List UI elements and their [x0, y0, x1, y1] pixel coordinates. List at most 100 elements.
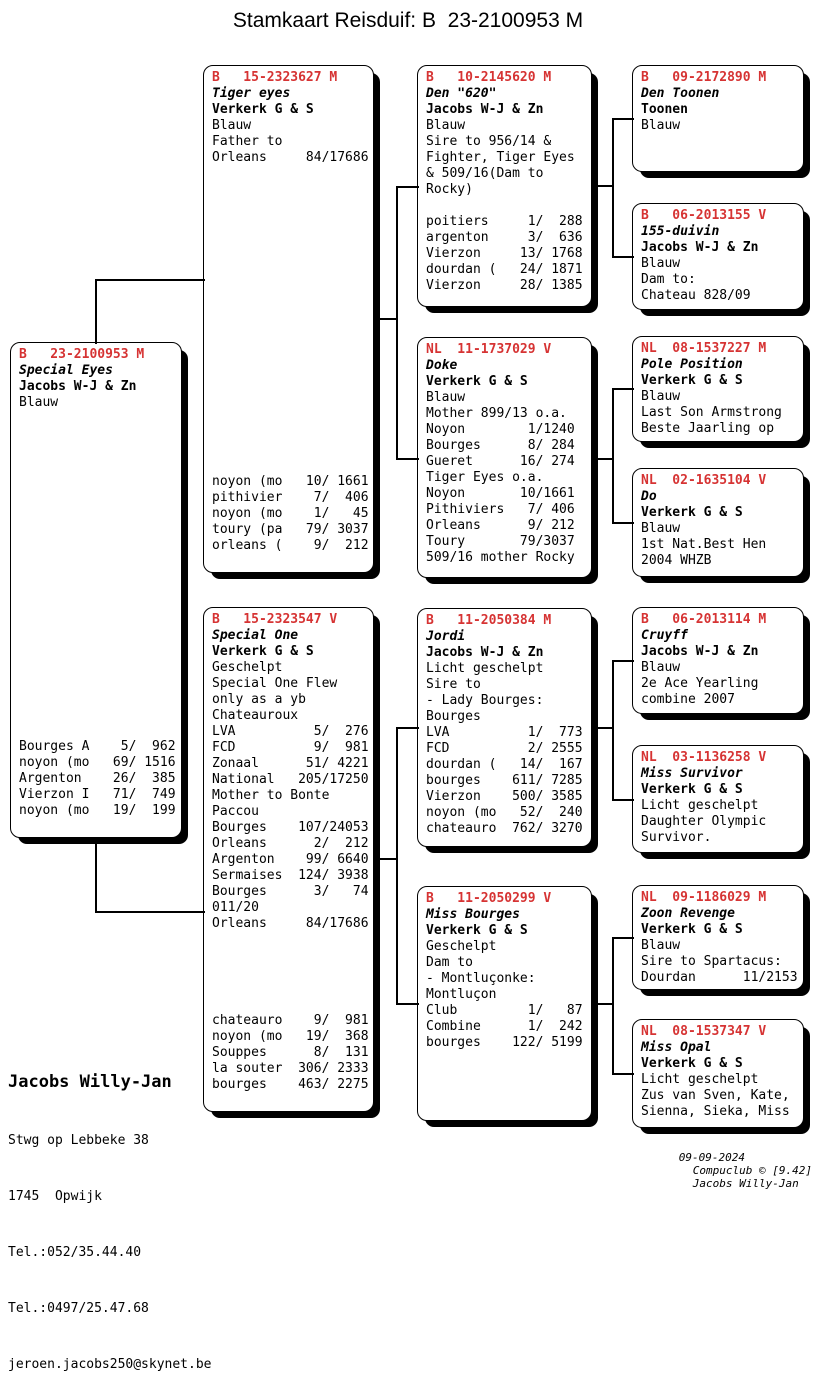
- connector-line: [95, 911, 205, 913]
- result-line: chateauro 9/ 981: [212, 1013, 369, 1028]
- info-line: Orleans 84/17686: [212, 916, 369, 931]
- ring-header: B 23-2100953 M: [19, 347, 145, 362]
- pedigree-box-grandparent-3: B 11-2050384 M Jordi Jacobs W-J & Zn Licht …: [417, 608, 592, 847]
- connector-line: [592, 185, 614, 187]
- info-line: National 205/17250: [212, 772, 369, 787]
- loft-name: Verkerk G & S: [641, 922, 743, 937]
- info-line: Daughter Olympic: [641, 814, 767, 829]
- pedigree-box-subject: B 23-2100953 M Special Eyes Jacobs W-J & Z…: [10, 342, 182, 838]
- info-line: Orleans 2/ 212: [212, 836, 369, 851]
- connector-line: [612, 388, 634, 390]
- info-line: combine 2007: [641, 692, 735, 707]
- loft-name: Verkerk G & S: [426, 923, 528, 938]
- info-line: Gueret 16/ 274: [426, 454, 575, 469]
- connector-line: [396, 186, 419, 188]
- info-line: bourges 611/ 7285: [426, 773, 583, 788]
- info-line: Bourges 3/ 74: [212, 884, 369, 899]
- ring-header: B 11-2050384 M: [426, 613, 552, 628]
- loft-name: Verkerk G & S: [212, 102, 314, 117]
- bird-name: Pole Position: [641, 357, 743, 372]
- results-block: Bourges A 5/ 962 noyon (mo 69/ 1516 Argent…: [19, 739, 177, 819]
- info-line: poitiers 1/ 288: [426, 214, 583, 229]
- result-line: Bourges A 5/ 962: [19, 739, 176, 754]
- info-line: - Lady Bourges:: [426, 693, 544, 708]
- connector-line: [612, 799, 634, 801]
- pedigree-box-grandparent-1: B 10-2145620 M Den "620" Jacobs W-J & Zn Bl…: [417, 65, 592, 307]
- footer-owner: Jacobs Willy-Jan: [692, 1177, 799, 1190]
- info-line: & 509/16(Dam to: [426, 166, 544, 181]
- info-line: noyon (mo 52/ 240: [426, 805, 583, 820]
- result-line: pithivier 7/ 406: [212, 490, 369, 505]
- info-line: Licht geschelpt: [641, 798, 759, 813]
- result-line: noyon (mo 1/ 45: [212, 506, 369, 521]
- pedigree-box-mother: B 15-2323547 V Special One Verkerk G & S Ge…: [203, 607, 374, 1112]
- info-line: 2004 WHZB: [641, 553, 712, 568]
- info-line: Zus van Sven, Kate,: [641, 1088, 790, 1103]
- info-line: Tiger Eyes o.a.: [426, 470, 544, 485]
- owner-name: Jacobs Willy-Jan: [8, 1072, 172, 1092]
- info-line: Father to: [212, 134, 283, 149]
- connector-line: [612, 256, 634, 258]
- info-line: Montluçon: [426, 987, 497, 1002]
- info-line: Vierzon 500/ 3585: [426, 789, 583, 804]
- connector-line: [396, 458, 419, 460]
- info-line: Sienna, Sieka, Miss: [641, 1104, 790, 1119]
- connector-line: [612, 937, 634, 939]
- info-line: Pithiviers 7/ 406: [426, 502, 575, 517]
- pedigree-box-greatgrandparent-2: B 06-2013155 V 155-duivin Jacobs W-J & Zn B…: [632, 203, 804, 310]
- pedigree-box-greatgrandparent-3: NL 08-1537227 M Pole Position Verkerk G & …: [632, 336, 804, 442]
- page-title: Stamkaart Reisduif: B 23-2100953 M: [232, 9, 584, 32]
- info-line: Noyon 10/1661: [426, 486, 575, 501]
- spacer: [19, 411, 177, 739]
- info-line: 1st Nat.Best Hen: [641, 537, 767, 552]
- info-line: Blauw: [641, 256, 681, 271]
- owner-phone: Tel.:0497/25.47.68: [8, 1301, 149, 1316]
- result-line: la souter 306/ 2333: [212, 1061, 369, 1076]
- info-line: Geschelpt: [212, 660, 283, 675]
- bird-name: Doke: [426, 358, 458, 373]
- info-line: Argenton 99/ 6640: [212, 852, 369, 867]
- pedigree-box-greatgrandparent-6: NL 03-1136258 V Miss Survivor Verkerk G & …: [632, 745, 804, 853]
- spacer: [212, 166, 369, 474]
- info-line: Special One Flew: [212, 676, 338, 691]
- pedigree-box-greatgrandparent-8: NL 08-1537347 V Miss Opal Verkerk G & S Lic…: [632, 1019, 804, 1128]
- info-line: Bourges: [426, 709, 481, 724]
- loft-name: Jacobs W-J & Zn: [641, 240, 759, 255]
- bird-name: Cruyff: [641, 628, 688, 643]
- info-line: dourdan ( 24/ 1871: [426, 262, 583, 277]
- info-line: Geschelpt: [426, 939, 497, 954]
- loft-name: Verkerk G & S: [641, 505, 743, 520]
- info-line: LVA 1/ 773: [426, 725, 583, 740]
- connector-line: [592, 1003, 614, 1005]
- loft-name: Jacobs W-J & Zn: [641, 644, 759, 659]
- bird-name: Zoon Revenge: [641, 906, 735, 921]
- owner-address-line: Stwg op Lebbeke 38: [8, 1133, 149, 1148]
- connector-line: [95, 279, 205, 281]
- info-line: Mother to Bonte: [212, 788, 330, 803]
- owner-phone: Tel.:052/35.44.40: [8, 1245, 142, 1260]
- footer-program: Compuclub © [9.42]: [692, 1164, 812, 1177]
- info-line: Noyon 1/1240: [426, 422, 575, 437]
- ring-header: B 06-2013114 M: [641, 612, 767, 627]
- owner-email: jeroen.jacobs250@skynet.be: [8, 1357, 212, 1372]
- loft-name: Jacobs W-J & Zn: [426, 645, 544, 660]
- bird-name: Tiger eyes: [212, 86, 291, 101]
- ring-header: NL 09-1186029 M: [641, 890, 767, 905]
- connector-line: [612, 937, 614, 1075]
- ring-header: B 11-2050299 V: [426, 891, 552, 906]
- info-line: Paccou: [212, 804, 259, 819]
- info-line: LVA 5/ 276: [212, 724, 369, 739]
- connector-line: [612, 660, 634, 662]
- info-line: Dam to:: [641, 272, 696, 287]
- info-line: Vierzon 28/ 1385: [426, 278, 583, 293]
- loft-name: Verkerk G & S: [641, 782, 743, 797]
- pedigree-box-father: B 15-2323627 M Tiger eyes Verkerk G & S Bla…: [203, 65, 374, 573]
- loft-name: Jacobs W-J & Zn: [426, 102, 544, 117]
- owner-address-line: 1745 Opwijk: [8, 1189, 102, 1204]
- info-line: Blauw: [641, 389, 681, 404]
- result-line: toury (pa 79/ 3037: [212, 522, 369, 537]
- info-line: FCD 2/ 2555: [426, 741, 583, 756]
- result-line: Vierzon I 71/ 749: [19, 787, 176, 802]
- bird-name: Special One: [212, 628, 299, 643]
- connector-line: [612, 118, 634, 120]
